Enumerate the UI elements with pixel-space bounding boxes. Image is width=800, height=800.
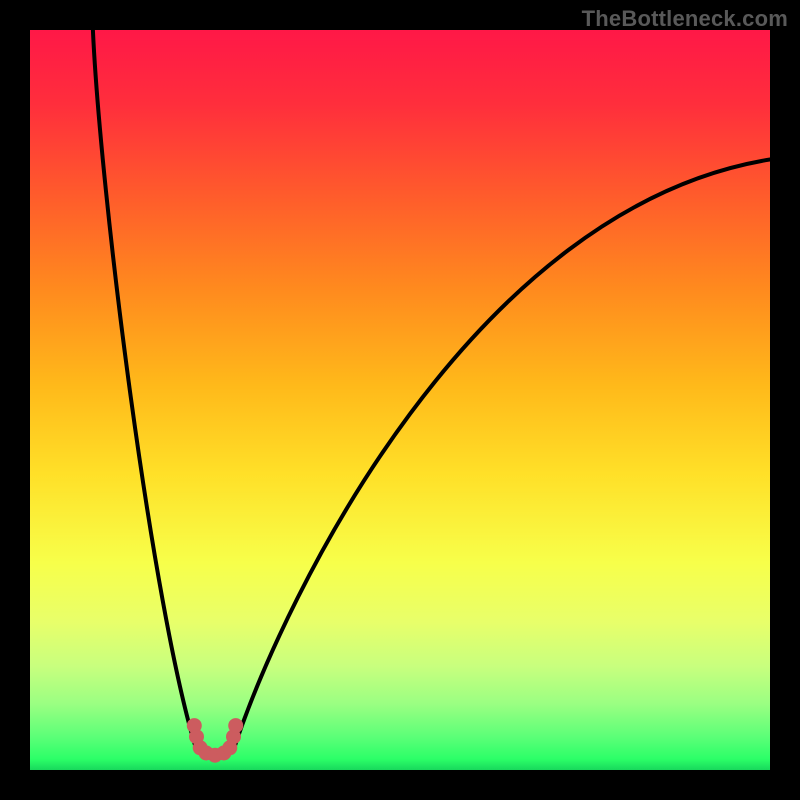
chart-frame: TheBottleneck.com: [0, 0, 800, 800]
bottleneck-chart: [0, 0, 800, 800]
marker-dot: [229, 719, 243, 733]
gradient-plot-area: [30, 30, 770, 770]
watermark-text: TheBottleneck.com: [582, 6, 788, 32]
